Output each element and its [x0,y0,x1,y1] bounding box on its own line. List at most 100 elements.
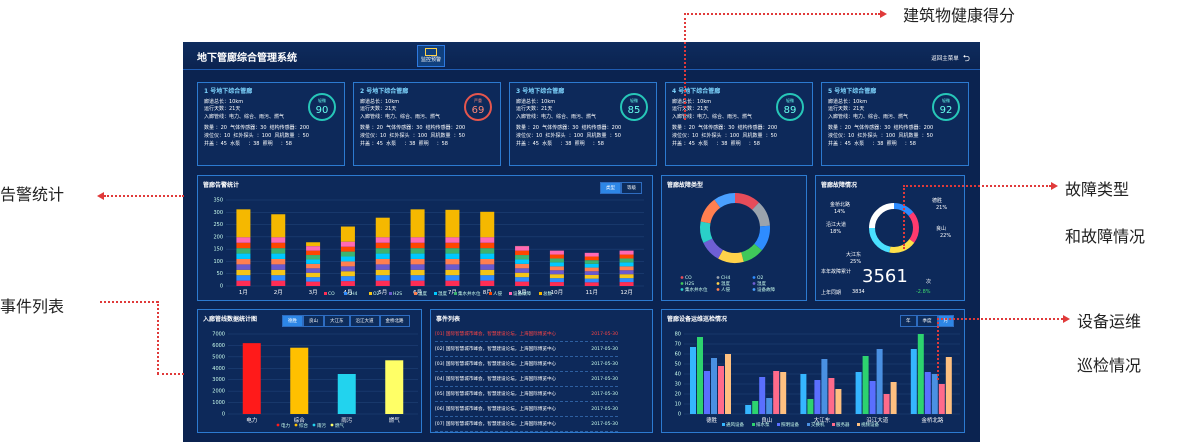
bar-segment [306,246,321,251]
corridor-card[interactable]: 1 号地下综合管廊 廊道总长：10km 运行天数：21天 入廊管线：电力、综合、雨污、… [197,82,345,166]
donut-slice [740,243,762,262]
legend-label: 服务器 [836,421,850,428]
event-row[interactable]: [03] 国际智慧城市峰会，智慧建设论坛，上海国际博览中心 2017-05-30 [435,358,618,372]
legend-swatch [857,423,860,426]
event-row[interactable]: [01] 国际智慧城市峰会，智慧建设论坛，上海国际博览中心 2017-05-30 [435,328,618,342]
monitor-alert-button[interactable]: 监控预警 [417,45,445,67]
bar [924,372,931,414]
bar-segment [410,237,425,243]
bar-segment [236,248,251,254]
bar-segment [271,275,286,281]
bar-segment [445,258,460,265]
bar-segment [375,237,390,243]
x-tick-label: 雨污 [341,416,353,424]
y-tick-label: 20 [675,392,681,398]
card-info-line: 运行天数：21天 [516,106,553,113]
event-row[interactable]: [05] 国际智慧城市峰会，智慧建设论坛，上海国际博览中心 2017-05-30 [435,388,618,402]
health-score-gauge: 轻微 92 [932,93,960,121]
event-date: 2017-05-30 [591,422,618,427]
card-stat-line: 液位仪：10 红外探头 ：100 风机数量 ：50 [204,132,309,139]
event-row[interactable]: [02] 国际智慧城市峰会，智慧建设论坛，上海国际博览中心 2017-05-30 [435,343,618,357]
card-info-line: 廊道总长：10km [516,98,556,105]
bar-segment [480,275,495,281]
legend-label: 综合 [299,422,308,429]
tab-corridor[interactable]: 德胜 [282,315,303,327]
card-stat-line: 数量 ：20 气体传感器：30 结构传感器：200 [828,125,934,132]
y-tick-label: 150 [213,247,223,253]
donut-slice [908,212,919,243]
legend-label: CO [328,291,335,297]
legend-dot [680,276,684,279]
tab-corridor[interactable]: 沿江大道 [349,315,380,327]
legend-dot [716,276,720,279]
health-score: 90 [315,104,329,116]
y-tick-label: 30 [675,382,681,388]
back-to-menu-button[interactable]: 返回主菜单 ⮌ [931,51,970,67]
bar-segment [340,241,355,247]
corridor-card[interactable]: 5 号地下综合管廊 廊道总长：10km 运行天数：21天 入廊管线：电力、综合、雨污、… [821,82,969,166]
bar-segment [236,264,251,270]
card-info-line: 廊道总长：10km [204,98,244,105]
slice-label: 德胜 [932,197,942,204]
corridor-card[interactable]: 2 号地下综合管廊 廊道总长：10km 运行天数：21天 入廊管线：电力、综合、雨污、… [353,82,501,166]
event-row[interactable]: [07] 国际智慧城市峰会，智慧建设论坛，上海国际博览中心 2017-05-30 [435,418,618,432]
tab-level[interactable]: 等级 [621,182,642,194]
gauge-label: 轻微 [630,98,638,103]
legend-swatch [539,292,542,295]
bar [800,374,807,414]
legend-label: O2 [373,291,380,297]
fault-status-panel: 管廊故障情况 金桥北路 14% 德胜 21% 沿江大道 18% 良山 22% 大江东 25% 本年… [815,175,965,301]
bar-segment [306,255,321,260]
annotation-health: 建筑物健康得分 [903,6,1016,25]
legend-label: 集水井水位 [685,286,708,293]
tab-corridor[interactable]: 良山 [303,315,324,327]
annotation-fault-2: 和故障情况 [1065,227,1146,246]
bar-segment [375,248,390,254]
donut-slice [869,203,895,229]
bar-segment [340,246,355,252]
bar [780,372,787,414]
tab-type[interactable]: 类型 [600,182,621,194]
legend-dot [752,288,756,291]
bar-segment [619,254,634,259]
bar-segment [515,246,530,251]
bar [290,347,309,414]
event-row[interactable]: [06] 国际智慧城市峰会，智慧建设论坛，上海国际博览中心 2017-05-30 [435,403,618,417]
legend-label: 通风设备 [726,421,744,428]
bar [862,356,869,414]
legend-swatch [369,292,372,295]
tab-corridor[interactable]: 金桥北路 [379,315,410,327]
legend-dot [312,423,316,427]
bar-segment [445,269,460,276]
bar-segment [271,269,286,276]
legend-label: 排水泵 [756,421,770,428]
bar-segment [236,258,251,265]
bar-segment [515,281,530,286]
donut-slice [703,238,724,259]
bar-segment [445,275,460,281]
corridor-card[interactable]: 3 号地下综合管廊 廊道总长：10km 运行天数：21天 入廊管线：电力、综合、雨污、… [509,82,657,166]
tab-year[interactable]: 年 [900,315,917,327]
event-row[interactable]: [04] 国际智慧城市峰会，智慧建设论坛，上海国际博览中心 2017-05-30 [435,373,618,387]
corridor-card[interactable]: 4 号地下综合管廊 廊道总长：10km 运行天数：21天 入廊管线：电力、综合、雨污、… [665,82,813,166]
bar [385,360,404,414]
legend-label: O2 [757,275,764,281]
tab-corridor[interactable]: 大江东 [324,315,350,327]
bar-segment [549,250,564,255]
legend-swatch [414,292,417,295]
bar-total [306,242,321,247]
header-bar: 地下管廊综合管理系统 监控预警 返回主菜单 ⮌ [183,42,980,70]
bar-segment [236,275,251,281]
legend-swatch [454,292,457,295]
bar-segment [375,253,390,259]
legend-swatch [344,292,347,295]
donut-slice [869,227,891,253]
slice-label: 金桥北路 [830,201,850,208]
bar-segment [480,280,495,286]
legend-label: 燃气 [335,422,344,429]
alarm-tabs: 类型 等级 [600,182,642,194]
bar [725,354,731,414]
bar-segment [271,253,286,259]
fault-status-title: 管廊故障情况 [821,182,858,189]
bar-segment [306,263,321,269]
